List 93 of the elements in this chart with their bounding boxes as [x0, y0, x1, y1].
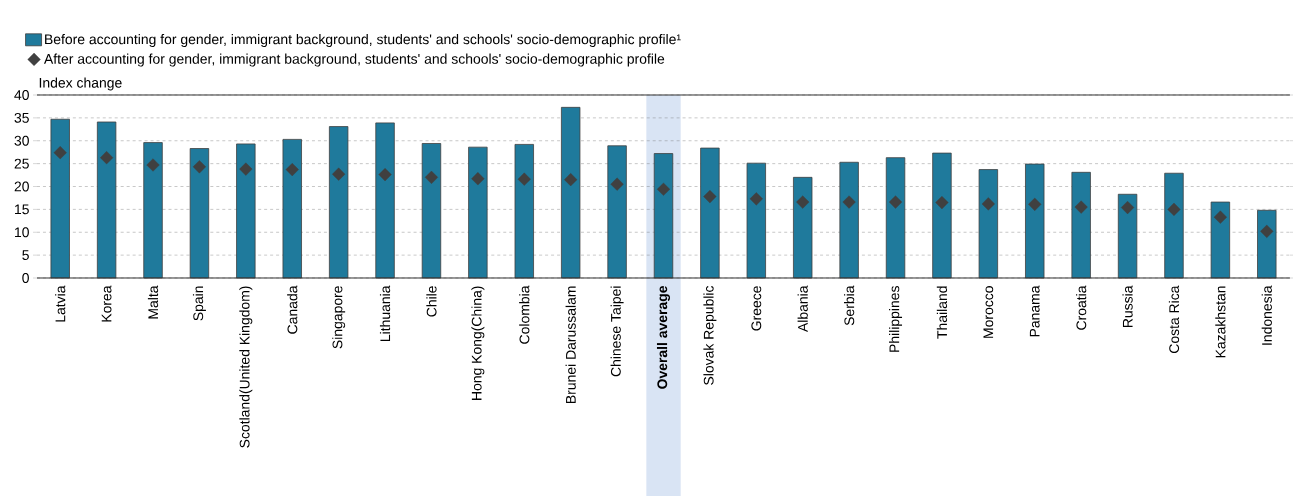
x-tick-label: Russia [1122, 285, 1133, 328]
x-tick-label: Indonesia [1261, 285, 1272, 345]
y-tick-label: 40 [14, 90, 29, 100]
x-tick-label: Serbia [844, 285, 855, 326]
x-tick-label: Costa Rica [1168, 285, 1180, 354]
y-tick-label: 0 [22, 273, 29, 283]
point [564, 173, 578, 187]
bar [1257, 209, 1277, 279]
bar [282, 138, 302, 279]
bar [653, 153, 674, 279]
point [424, 170, 439, 184]
point [796, 195, 810, 209]
point [1167, 202, 1181, 216]
y-tick-label: 30 [14, 135, 29, 146]
x-tick-label: Malta [147, 285, 159, 319]
bar [700, 147, 720, 279]
point [1028, 197, 1042, 211]
bar [932, 152, 952, 279]
point [517, 172, 531, 186]
point [749, 192, 763, 206]
point [471, 172, 485, 186]
x-tick-label: Singapore [332, 286, 346, 349]
bar [746, 162, 766, 279]
bar [514, 144, 534, 279]
y-tick-label: 35 [14, 112, 29, 123]
x-tick-label: Korea [101, 285, 112, 322]
bar [1164, 172, 1184, 279]
point [935, 195, 949, 210]
point [1213, 210, 1227, 224]
y-tick-label: 10 [15, 227, 29, 238]
bar [1071, 171, 1091, 279]
bar [421, 143, 442, 279]
x-tick-label: Slovak Republic [703, 285, 717, 385]
bar [1025, 163, 1045, 279]
bar [607, 145, 627, 279]
point [100, 151, 114, 165]
x-tick-label: Croatia [1076, 285, 1087, 330]
bar [468, 146, 488, 279]
point [656, 182, 671, 196]
x-tick-label: Overall average [656, 286, 671, 389]
bar [1210, 201, 1231, 279]
bar [885, 157, 906, 279]
x-tick-label: Morocco [983, 286, 994, 338]
point [1121, 200, 1135, 215]
x-tick-label: Scotland(United Kingdom) [239, 286, 253, 448]
x-tick-label: Lithuania [379, 285, 391, 341]
bar [50, 118, 70, 279]
point [842, 195, 856, 209]
bar [375, 122, 395, 279]
point [239, 162, 253, 176]
y-axis-title: Index change [39, 77, 122, 91]
bar [1117, 193, 1138, 279]
bar [793, 176, 813, 279]
y-tick-label: 25 [14, 158, 29, 169]
y-tick-label: 5 [22, 250, 29, 260]
point [146, 158, 160, 172]
x-tick-label: Brunei Darussalam [565, 286, 576, 403]
bar [561, 106, 581, 279]
point [703, 190, 717, 204]
bar [189, 148, 210, 279]
x-tick-label: Hong Kong(China) [471, 286, 485, 400]
bar [236, 143, 256, 279]
point [1260, 224, 1274, 238]
x-tick-label: Philippines [889, 286, 903, 352]
x-tick-label: Spain [192, 286, 206, 321]
x-tick-label: Panama [1029, 285, 1040, 337]
x-tick-label: Chile [426, 286, 437, 317]
bar [328, 126, 349, 279]
x-tick-label: Greece [751, 286, 762, 331]
x-tick-label: Colombia [519, 285, 530, 344]
x-tick-label: Canada [287, 285, 298, 334]
point [610, 177, 624, 191]
y-tick-label: 20 [14, 181, 29, 192]
legend-label: Before accounting for gender, immigrant background, students' and schools' socio-demographic profile¹ [45, 34, 681, 47]
x-tick-label: Thailand [936, 286, 948, 339]
x-tick-label: Chinese Taipei [610, 286, 624, 377]
point [192, 160, 206, 174]
bar [978, 169, 999, 279]
point [53, 146, 67, 160]
point [332, 167, 346, 181]
point [378, 168, 392, 182]
x-tick-label: Albania [797, 285, 808, 333]
x-tick-label: Kazakhstan [1215, 286, 1226, 358]
point [1074, 200, 1088, 214]
bar [96, 121, 117, 279]
y-tick-label: 15 [15, 204, 29, 215]
point [888, 195, 903, 209]
bar [839, 161, 859, 279]
point [285, 163, 299, 177]
point [981, 197, 995, 211]
x-tick-label: Latvia [55, 285, 66, 322]
legend-label: After accounting for gender, immigrant background, students' and schools' socio-demographic profile [43, 53, 665, 67]
bar [143, 142, 163, 279]
